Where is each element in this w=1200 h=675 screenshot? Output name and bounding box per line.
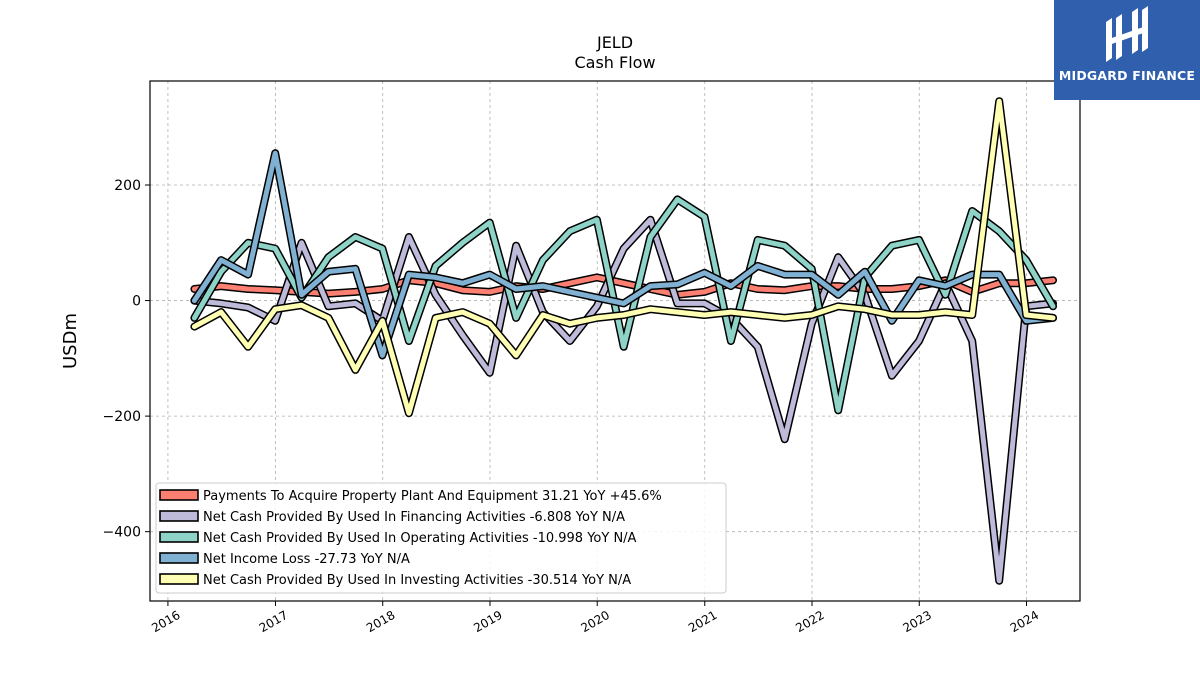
legend-box (155, 482, 727, 594)
y-tick-label: 0 (132, 294, 141, 310)
plot-frame (149, 80, 1081, 602)
chart-subtitle: Cash Flow (574, 53, 655, 72)
x-tick-label: 2017 (257, 608, 290, 635)
x-tick-label: 2022 (793, 608, 826, 635)
legend-swatch (159, 489, 199, 501)
series-2 (190, 215, 1057, 585)
series-3 (190, 195, 1057, 415)
x-tick-label: 2024 (1008, 608, 1041, 635)
legend-label: Net Cash Provided By Used In Investing A… (203, 573, 631, 588)
series-5 (190, 97, 1057, 418)
brand-logo: MIDGARD FINANCE (1054, 0, 1200, 100)
legend-swatch (159, 573, 199, 585)
legend: Payments To Acquire Property Plant And E… (155, 482, 727, 594)
brand-name: MIDGARD FINANCE (1058, 68, 1196, 83)
legend-label: Net Cash Provided By Used In Financing A… (203, 510, 625, 525)
legend-label: Payments To Acquire Property Plant And E… (203, 489, 662, 504)
x-tick-label: 2021 (686, 608, 719, 635)
chart-title: JELD (596, 33, 633, 52)
legend-label: Net Cash Provided By Used In Operating A… (203, 531, 637, 546)
x-tick-label: 2018 (364, 608, 397, 635)
y-tick-label: −200 (103, 409, 141, 425)
series-line (191, 98, 1056, 416)
series-line (191, 196, 1056, 413)
y-axis-label: USDm (60, 313, 81, 369)
y-tick-label: −400 (103, 525, 141, 541)
x-tick-label: 2019 (471, 608, 504, 635)
x-tick-label: 2023 (901, 608, 934, 635)
y-tick-label: 200 (114, 178, 141, 194)
brand-monogram-icon (1106, 6, 1148, 62)
series-lines (190, 97, 1057, 585)
legend-swatch (159, 531, 199, 543)
x-tick-label: 2020 (578, 608, 611, 635)
legend-label: Net Income Loss -27.73 YoY N/A (203, 552, 410, 567)
x-tick-label: 2016 (149, 608, 182, 635)
series-4 (190, 149, 1057, 360)
series-line (191, 217, 1056, 584)
legend-swatch (159, 552, 199, 564)
series-line (191, 150, 1056, 358)
legend-swatch (159, 510, 199, 522)
